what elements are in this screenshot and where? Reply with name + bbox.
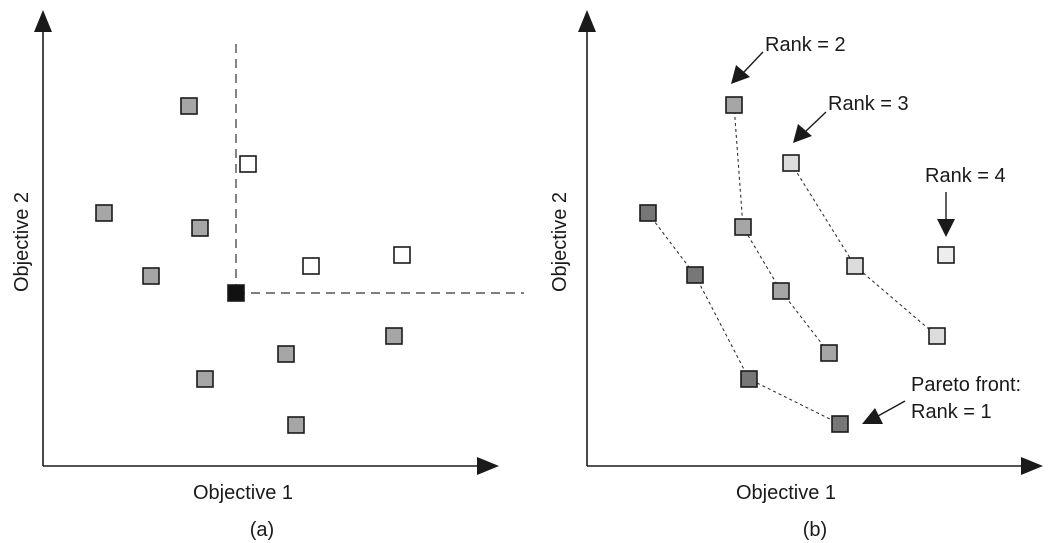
rank-2-point xyxy=(725,96,743,114)
rank-3-point xyxy=(846,257,864,275)
rank-2-point xyxy=(772,282,790,300)
panel-b-x-label: Objective 1 xyxy=(736,482,836,504)
panel-a-point-dominated xyxy=(385,327,403,345)
rank-3-point xyxy=(782,154,800,172)
rank-3-point xyxy=(928,327,946,345)
rank-4-annotation: Rank = 4 xyxy=(925,165,1006,237)
panel-a-y-arrow-icon xyxy=(34,10,52,32)
panel-b-y-label: Objective 2 xyxy=(549,192,571,292)
panel-a-point-reference xyxy=(227,284,245,302)
rank-2-arrow-icon xyxy=(731,65,750,84)
panel-a-point-dominated xyxy=(196,370,214,388)
panel-a-caption: (a) xyxy=(250,519,274,541)
panel-a-point-dominated xyxy=(277,345,295,363)
panel-a-point-dominated xyxy=(95,204,113,222)
rank-2-point xyxy=(734,218,752,236)
rank-4-label: Rank = 4 xyxy=(925,165,1006,187)
panel-a-point-dominated xyxy=(142,267,160,285)
rank-2-arrow-line xyxy=(743,51,764,73)
rank-4-point xyxy=(937,246,955,264)
rank-2-annotation: Rank = 2 xyxy=(731,34,846,84)
panel-b-points xyxy=(639,96,955,433)
rank-1-point xyxy=(740,370,758,388)
panel-a-point-open xyxy=(239,155,257,173)
panel-a-point-dominated xyxy=(287,416,305,434)
rank-1-label-line1: Pareto front: xyxy=(911,374,1021,396)
panel-b-x-arrow-icon xyxy=(1021,457,1043,475)
panel-a-point-dominated xyxy=(180,97,198,115)
panel-b-y-arrow-icon xyxy=(578,10,596,32)
rank-4-arrow-icon xyxy=(937,219,955,237)
rank-3-arrow-icon xyxy=(793,124,812,143)
panel-b-caption: (b) xyxy=(803,519,827,541)
rank-1-point xyxy=(831,415,849,433)
panel-a-point-open xyxy=(393,246,411,264)
rank-1-annotation: Pareto front: Rank = 1 xyxy=(862,374,1021,424)
rank-2-front-line xyxy=(733,104,830,354)
rank-3-annotation: Rank = 3 xyxy=(793,93,909,143)
rank-1-arrow-line xyxy=(877,400,906,417)
panel-a-point-open xyxy=(302,257,320,275)
rank-2-point xyxy=(820,344,838,362)
panel-b-axes xyxy=(578,10,1043,475)
panel-b: Rank = 2 Rank = 3 Rank = 4 Pareto front:… xyxy=(549,10,1043,541)
panel-a-axes xyxy=(34,10,499,475)
panel-b-rank-lines xyxy=(647,104,938,425)
panel-a: Objective 1 Objective 2 (a) xyxy=(11,10,524,541)
panel-a-y-label: Objective 2 xyxy=(11,192,33,292)
rank-1-point xyxy=(639,204,657,222)
rank-3-label: Rank = 3 xyxy=(828,93,909,115)
rank-3-arrow-line xyxy=(805,111,827,132)
rank-1-label-line2: Rank = 1 xyxy=(911,401,992,423)
rank-1-arrow-icon xyxy=(862,408,883,424)
rank-1-point xyxy=(686,266,704,284)
rank-3-front-line xyxy=(790,162,938,337)
panel-a-points xyxy=(95,97,411,434)
rank-1-front-line xyxy=(647,212,841,425)
panel-a-x-arrow-icon xyxy=(477,457,499,475)
panel-a-x-label: Objective 1 xyxy=(193,482,293,504)
rank-2-label: Rank = 2 xyxy=(765,34,846,56)
panel-a-point-dominated xyxy=(191,219,209,237)
